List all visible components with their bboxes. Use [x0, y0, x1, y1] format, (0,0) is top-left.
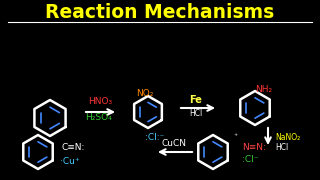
Text: Reaction Mechanisms: Reaction Mechanisms	[45, 3, 275, 21]
Text: CuCN: CuCN	[162, 140, 187, 148]
Text: ·Cu⁺: ·Cu⁺	[60, 158, 80, 166]
Text: H₂SO₄: H₂SO₄	[84, 114, 111, 123]
Text: Fe: Fe	[189, 95, 203, 105]
Text: NH₂: NH₂	[255, 86, 272, 94]
Text: N≡N:: N≡N:	[242, 143, 266, 152]
Text: HCl: HCl	[189, 109, 203, 118]
Text: HNO₃: HNO₃	[88, 98, 112, 107]
Text: C≡N:: C≡N:	[62, 143, 85, 152]
Text: ⁺: ⁺	[234, 132, 238, 141]
Text: NaNO₂: NaNO₂	[275, 134, 300, 143]
Text: :Cl:⁻: :Cl:⁻	[145, 132, 165, 141]
Text: HCl: HCl	[275, 143, 288, 152]
Text: NO₂: NO₂	[136, 89, 154, 98]
Text: :Cl⁻: :Cl⁻	[242, 156, 259, 165]
